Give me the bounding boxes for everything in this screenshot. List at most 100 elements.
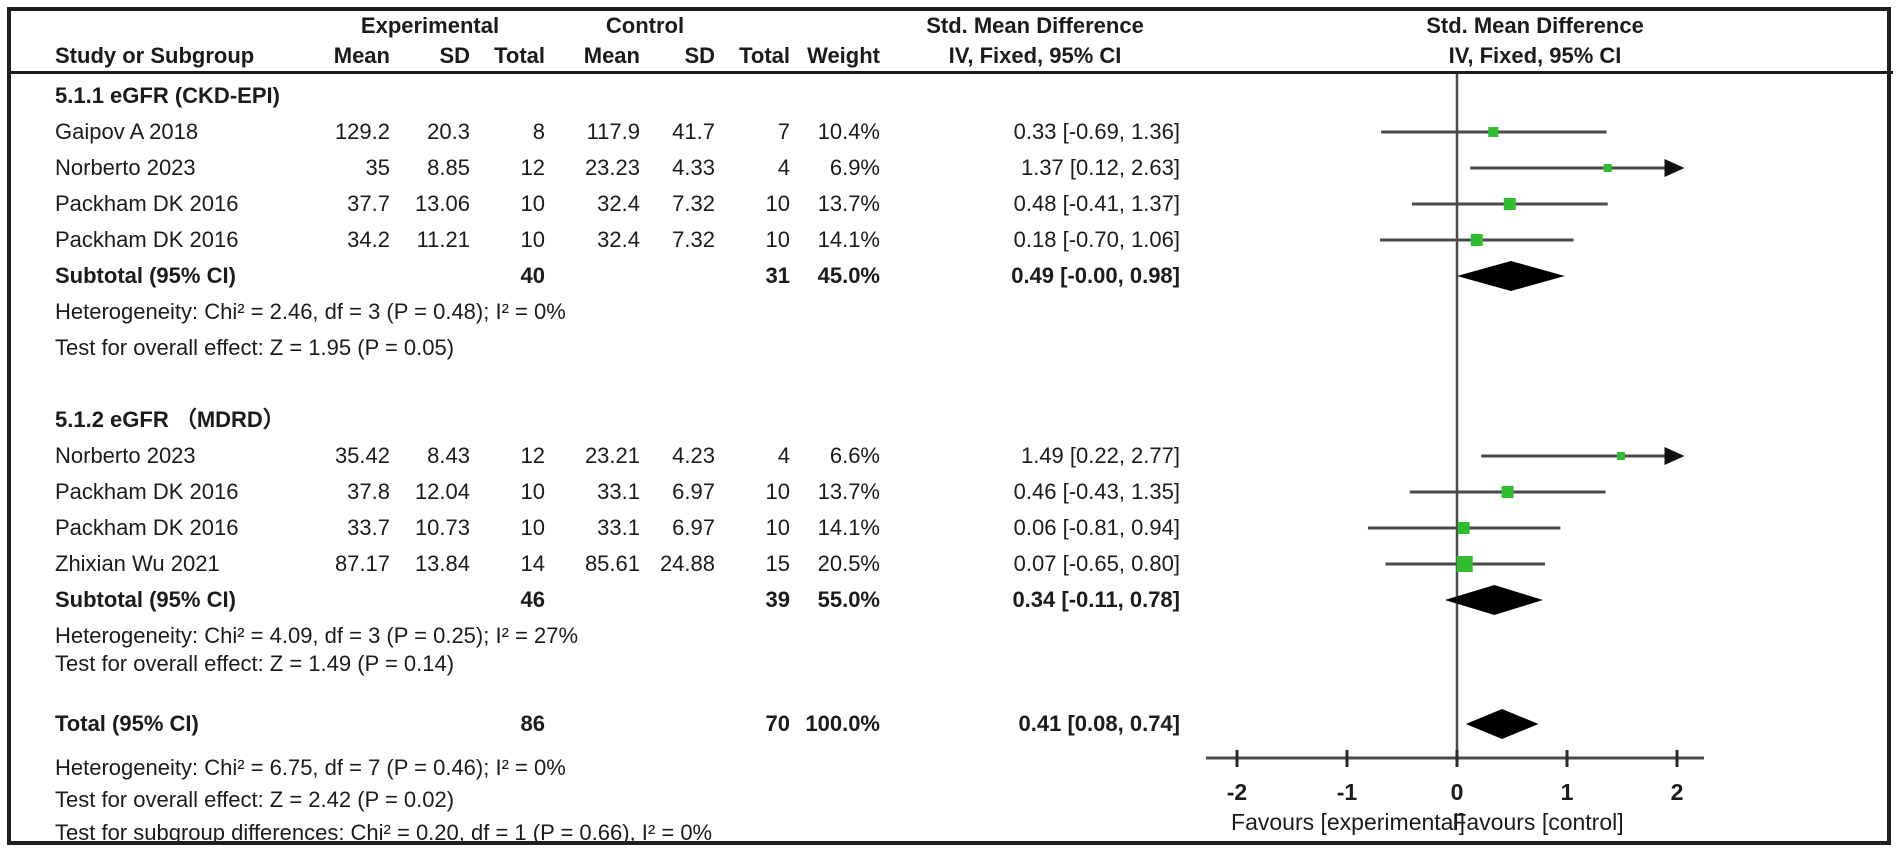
subtotal-label: Subtotal (95% CI) bbox=[55, 263, 236, 288]
total-exp: 86 bbox=[520, 711, 545, 736]
sd-ctl: 7.32 bbox=[672, 227, 715, 252]
mean-ctl: 85.61 bbox=[584, 551, 640, 576]
mean-ctl: 23.23 bbox=[584, 155, 640, 180]
mean-ctl: 117.9 bbox=[586, 119, 640, 144]
total-ctl: 7 bbox=[777, 119, 790, 144]
effect-ci-text: 0.48 [-0.41, 1.37] bbox=[1013, 191, 1180, 216]
column-header-total-exp: Total bbox=[494, 43, 545, 68]
study-label: Packham DK 2016 bbox=[55, 227, 239, 252]
total-ctl: 10 bbox=[765, 191, 790, 216]
weight-value: 55.0% bbox=[817, 587, 880, 612]
pooled-diamond bbox=[1465, 709, 1539, 739]
effect-ci-text: 0.49 [-0.00, 0.98] bbox=[1011, 263, 1180, 288]
axis-tick-label: 0 bbox=[1451, 779, 1464, 805]
effect-ci-text: 0.06 [-0.81, 0.94] bbox=[1013, 515, 1180, 540]
total-exp: 12 bbox=[520, 443, 545, 468]
sd-ctl: 4.33 bbox=[672, 155, 715, 180]
study-label: Packham DK 2016 bbox=[55, 479, 239, 504]
study-label: Packham DK 2016 bbox=[55, 191, 239, 216]
weight-value: 13.7% bbox=[817, 479, 880, 504]
total-ctl: 31 bbox=[765, 263, 790, 288]
group-header-experimental: Experimental bbox=[360, 13, 500, 38]
column-header-mean-exp: Mean bbox=[333, 43, 390, 68]
text-label: Test for subgroup differences: Chi² = 0.… bbox=[55, 820, 713, 845]
favours-right-label: Favours [control] bbox=[1452, 809, 1623, 835]
mean-exp: 87.17 bbox=[334, 551, 390, 576]
total-ctl: 39 bbox=[765, 587, 790, 612]
mean-exp: 37.8 bbox=[347, 479, 390, 504]
mean-ctl: 32.4 bbox=[597, 191, 640, 216]
total-exp: 10 bbox=[520, 191, 545, 216]
plot-column-subtitle: IV, Fixed, 95% CI bbox=[1448, 43, 1622, 68]
plot-column-title: Std. Mean Difference bbox=[1426, 13, 1644, 38]
axis-tick-label: 2 bbox=[1671, 779, 1684, 805]
sd-exp: 10.73 bbox=[414, 515, 470, 540]
column-header-mean-ctl: Mean bbox=[583, 43, 640, 68]
mean-exp: 35.42 bbox=[334, 443, 390, 468]
effect-square bbox=[1456, 556, 1473, 572]
effect-square bbox=[1616, 452, 1625, 460]
sd-exp: 20.3 bbox=[427, 119, 470, 144]
effect-square bbox=[1488, 127, 1499, 137]
effect-ci-text: 0.07 [-0.65, 0.80] bbox=[1013, 551, 1180, 576]
text-label: Heterogeneity: Chi² = 6.75, df = 7 (P = … bbox=[55, 755, 566, 780]
mean-ctl: 33.1 bbox=[597, 479, 640, 504]
sd-ctl: 24.88 bbox=[659, 551, 715, 576]
sd-ctl: 7.32 bbox=[672, 191, 715, 216]
total-exp: 10 bbox=[520, 227, 545, 252]
sd-exp: 12.04 bbox=[414, 479, 470, 504]
text-label: Heterogeneity: Chi² = 2.46, df = 3 (P = … bbox=[55, 299, 566, 324]
effect-ci-text: 0.18 [-0.70, 1.06] bbox=[1013, 227, 1180, 252]
effect-square bbox=[1501, 486, 1514, 498]
total-exp: 14 bbox=[520, 551, 545, 576]
weight-value: 6.9% bbox=[829, 155, 880, 180]
effect-square bbox=[1457, 522, 1470, 534]
text-label: Test for overall effect: Z = 1.95 (P = 0… bbox=[55, 335, 455, 360]
study-label: Zhixian Wu 2021 bbox=[55, 551, 220, 576]
total-ctl: 10 bbox=[765, 227, 790, 252]
total-ctl: 4 bbox=[777, 443, 790, 468]
group-header-control: Control bbox=[605, 13, 685, 38]
effect-column-title: Std. Mean Difference bbox=[926, 13, 1144, 38]
ci-arrowhead bbox=[1664, 447, 1685, 465]
column-header-study: Study or Subgroup bbox=[55, 43, 255, 68]
weight-value: 13.7% bbox=[817, 191, 880, 216]
total-ctl: 4 bbox=[777, 155, 790, 180]
study-label: Norberto 2023 bbox=[55, 155, 196, 180]
sd-ctl: 6.97 bbox=[672, 479, 715, 504]
mean-exp: 34.2 bbox=[347, 227, 390, 252]
effect-ci-text: 1.37 [0.12, 2.63] bbox=[1020, 155, 1180, 180]
total-label: Total (95% CI) bbox=[55, 711, 199, 736]
total-ctl: 70 bbox=[765, 711, 790, 736]
text-label: Test for overall effect: Z = 2.42 (P = 0… bbox=[55, 787, 455, 812]
total-ctl: 15 bbox=[765, 551, 790, 576]
axis-tick-label: 1 bbox=[1561, 779, 1574, 805]
axis-tick-label: -1 bbox=[1337, 779, 1358, 805]
sd-exp: 13.06 bbox=[414, 191, 470, 216]
mean-ctl: 32.4 bbox=[597, 227, 640, 252]
weight-value: 14.1% bbox=[817, 515, 880, 540]
effect-ci-text: 0.33 [-0.69, 1.36] bbox=[1013, 119, 1180, 144]
mean-exp: 129.2 bbox=[334, 119, 390, 144]
mean-exp: 37.7 bbox=[347, 191, 390, 216]
sd-exp: 13.84 bbox=[414, 551, 470, 576]
weight-value: 14.1% bbox=[817, 227, 880, 252]
sd-exp: 8.85 bbox=[427, 155, 470, 180]
mean-ctl: 33.1 bbox=[597, 515, 640, 540]
ci-arrowhead bbox=[1664, 159, 1685, 177]
subtotal-label: Subtotal (95% CI) bbox=[55, 587, 236, 612]
effect-square bbox=[1603, 164, 1612, 172]
study-label: Gaipov A 2018 bbox=[55, 119, 199, 144]
sd-exp: 11.21 bbox=[416, 227, 470, 252]
column-header-sd-exp: SD bbox=[439, 43, 470, 68]
effect-ci-text: 0.46 [-0.43, 1.35] bbox=[1013, 479, 1180, 504]
weight-value: 45.0% bbox=[817, 263, 880, 288]
total-exp: 8 bbox=[532, 119, 545, 144]
column-header-weight: Weight bbox=[807, 43, 880, 68]
weight-value: 10.4% bbox=[817, 119, 880, 144]
total-exp: 40 bbox=[520, 263, 545, 288]
text-label: Test for overall effect: Z = 1.49 (P = 0… bbox=[55, 651, 455, 676]
study-label: Norberto 2023 bbox=[55, 443, 196, 468]
